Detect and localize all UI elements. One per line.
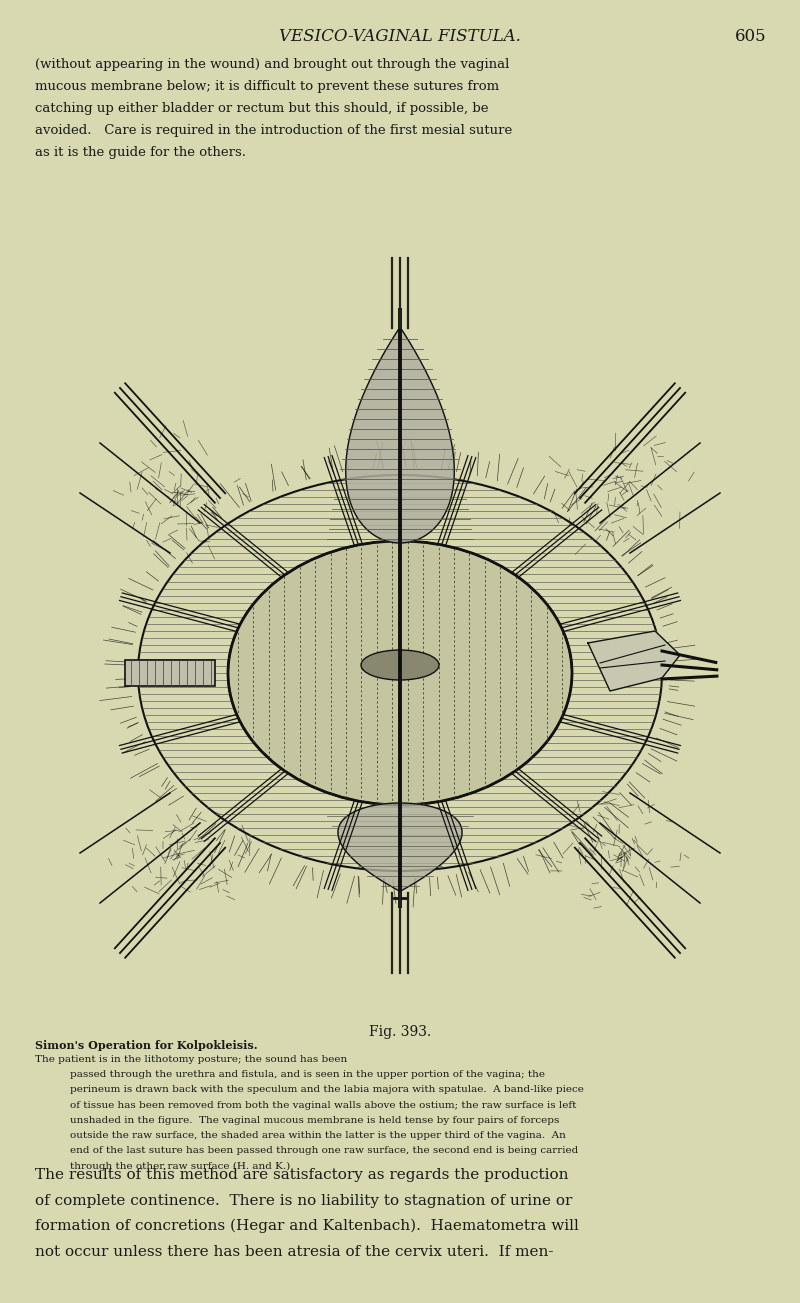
- Text: avoided.   Care is required in the introduction of the first mesial suture: avoided. Care is required in the introdu…: [35, 124, 512, 137]
- Text: not occur unless there has been atresia of the cervix uteri.  If men-: not occur unless there has been atresia …: [35, 1244, 554, 1259]
- Text: as it is the guide for the others.: as it is the guide for the others.: [35, 146, 246, 159]
- Ellipse shape: [361, 650, 439, 680]
- Text: Simon's Operation for Kolpokleisis.: Simon's Operation for Kolpokleisis.: [35, 1040, 258, 1052]
- Polygon shape: [338, 803, 462, 891]
- Text: The patient is in the lithotomy posture; the sound has been: The patient is in the lithotomy posture;…: [35, 1055, 347, 1065]
- Polygon shape: [346, 328, 454, 543]
- Text: (without appearing in the wound) and brought out through the vaginal: (without appearing in the wound) and bro…: [35, 59, 510, 70]
- Text: 605: 605: [735, 27, 766, 46]
- Text: unshaded in the figure.  The vaginal mucous membrane is held tense by four pairs: unshaded in the figure. The vaginal muco…: [70, 1115, 559, 1124]
- Text: through the other raw surface (H. and K.): through the other raw surface (H. and K.…: [70, 1161, 290, 1170]
- Text: formation of concretions (Hegar and Kaltenbach).  Haematometra will: formation of concretions (Hegar and Kalt…: [35, 1220, 579, 1234]
- FancyBboxPatch shape: [125, 661, 215, 685]
- Text: The results of this method are satisfactory as regards the production: The results of this method are satisfact…: [35, 1167, 569, 1182]
- Ellipse shape: [138, 476, 662, 870]
- Text: outside the raw surface, the shaded area within the latter is the upper third of: outside the raw surface, the shaded area…: [70, 1131, 566, 1140]
- Text: mucous membrane below; it is difficult to prevent these sutures from: mucous membrane below; it is difficult t…: [35, 79, 499, 93]
- Text: of tissue has been removed from both the vaginal walls above the ostium; the raw: of tissue has been removed from both the…: [70, 1101, 576, 1110]
- Text: passed through the urethra and fistula, and is seen in the upper portion of the : passed through the urethra and fistula, …: [70, 1070, 545, 1079]
- Ellipse shape: [228, 541, 572, 805]
- Polygon shape: [588, 631, 680, 691]
- Text: Fig. 393.: Fig. 393.: [369, 1025, 431, 1038]
- Text: VESICO-VAGINAL FISTULA.: VESICO-VAGINAL FISTULA.: [279, 27, 521, 46]
- Text: of complete continence.  There is no liability to stagnation of urine or: of complete continence. There is no liab…: [35, 1194, 572, 1208]
- Text: perineum is drawn back with the speculum and the labia majora with spatulae.  A : perineum is drawn back with the speculum…: [70, 1085, 584, 1095]
- Text: end of the last suture has been passed through one raw surface, the second end i: end of the last suture has been passed t…: [70, 1147, 578, 1156]
- Text: catching up either bladder or rectum but this should, if possible, be: catching up either bladder or rectum but…: [35, 102, 489, 115]
